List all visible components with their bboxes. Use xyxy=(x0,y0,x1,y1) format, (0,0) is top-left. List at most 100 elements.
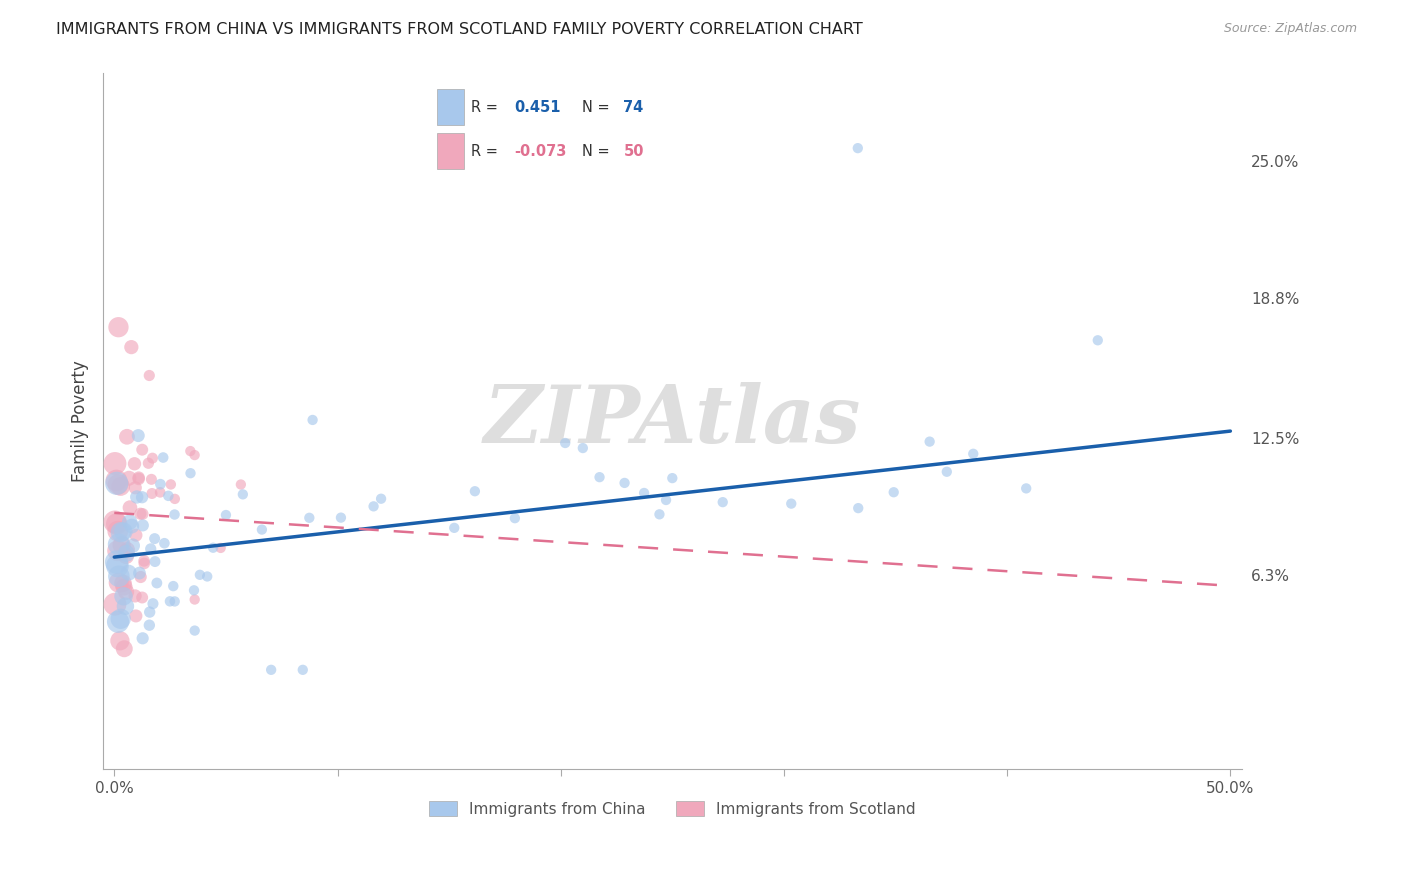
Point xyxy=(107,543,129,558)
Point xyxy=(105,555,128,569)
Point xyxy=(179,444,201,458)
Y-axis label: Family Poverty: Family Poverty xyxy=(72,360,89,482)
Point xyxy=(188,567,211,582)
Point xyxy=(138,456,160,470)
Point xyxy=(127,428,149,442)
Point xyxy=(138,605,160,619)
Point xyxy=(115,546,138,560)
Text: 74: 74 xyxy=(623,100,644,115)
Point xyxy=(846,141,869,155)
Point xyxy=(195,569,218,583)
Point xyxy=(209,541,232,555)
Point xyxy=(572,441,595,455)
Point xyxy=(139,541,162,556)
Text: -0.073: -0.073 xyxy=(513,144,567,159)
Point xyxy=(711,495,734,509)
Point xyxy=(183,583,205,598)
Point xyxy=(134,554,156,568)
Point xyxy=(260,663,283,677)
Text: 0.451: 0.451 xyxy=(513,100,561,115)
Point xyxy=(125,609,148,624)
Point xyxy=(157,489,180,503)
Point xyxy=(588,470,610,484)
Point xyxy=(215,508,238,522)
Point xyxy=(118,471,141,485)
Point xyxy=(149,477,172,491)
Point xyxy=(112,641,135,656)
Point xyxy=(141,486,163,500)
Point xyxy=(179,466,201,480)
Point xyxy=(554,436,576,450)
Point xyxy=(124,589,146,603)
Point xyxy=(443,521,465,535)
Point xyxy=(125,528,148,542)
Point xyxy=(107,477,129,491)
Point xyxy=(110,612,132,626)
Point xyxy=(1087,333,1109,347)
Point xyxy=(112,589,135,603)
Point xyxy=(131,591,153,605)
Point xyxy=(105,474,128,488)
Text: N =: N = xyxy=(582,144,610,159)
Point xyxy=(131,490,153,504)
Point xyxy=(613,475,636,490)
Point xyxy=(163,508,186,522)
Point xyxy=(146,576,169,591)
Point xyxy=(124,457,146,471)
Point xyxy=(110,525,132,540)
Point xyxy=(138,618,160,632)
Point xyxy=(108,569,131,583)
Text: R =: R = xyxy=(471,144,498,159)
Point xyxy=(111,538,134,552)
Point xyxy=(159,477,181,491)
Point xyxy=(780,497,803,511)
Point xyxy=(118,515,141,529)
Point xyxy=(183,448,205,462)
Point xyxy=(107,575,129,590)
Point xyxy=(883,485,905,500)
Point xyxy=(163,491,186,506)
Point xyxy=(131,507,153,521)
Text: IMMIGRANTS FROM CHINA VS IMMIGRANTS FROM SCOTLAND FAMILY POVERTY CORRELATION CHA: IMMIGRANTS FROM CHINA VS IMMIGRANTS FROM… xyxy=(56,22,863,37)
Point xyxy=(183,624,205,638)
Point xyxy=(846,501,869,516)
Point xyxy=(363,500,385,514)
Point xyxy=(655,493,678,508)
Point xyxy=(202,541,225,555)
Point xyxy=(107,524,129,538)
Point xyxy=(105,476,128,491)
Point xyxy=(134,557,156,571)
Point xyxy=(962,447,984,461)
Point xyxy=(152,450,174,465)
Point xyxy=(107,537,129,551)
Point xyxy=(110,479,132,493)
Text: R =: R = xyxy=(471,100,498,115)
Point xyxy=(129,570,152,584)
Point xyxy=(935,465,957,479)
Point xyxy=(115,549,138,563)
Point xyxy=(162,579,184,593)
Point xyxy=(183,592,205,607)
Point xyxy=(132,518,155,533)
Point xyxy=(104,515,127,529)
Point xyxy=(648,508,671,522)
Point xyxy=(104,457,127,471)
Point xyxy=(232,487,254,501)
Point xyxy=(291,663,314,677)
Point xyxy=(121,539,143,553)
Point xyxy=(143,555,166,569)
Text: ZIPAtlas: ZIPAtlas xyxy=(484,383,860,460)
Point xyxy=(329,510,352,524)
Point xyxy=(298,510,321,524)
Text: Source: ZipAtlas.com: Source: ZipAtlas.com xyxy=(1223,22,1357,36)
FancyBboxPatch shape xyxy=(437,89,464,125)
Point xyxy=(138,368,160,383)
Point xyxy=(633,486,655,500)
Point xyxy=(107,615,129,629)
Text: 50: 50 xyxy=(623,144,644,159)
Text: N =: N = xyxy=(582,100,610,115)
Point xyxy=(114,599,136,614)
Point xyxy=(115,542,138,557)
Point xyxy=(112,524,135,539)
Point xyxy=(250,523,273,537)
